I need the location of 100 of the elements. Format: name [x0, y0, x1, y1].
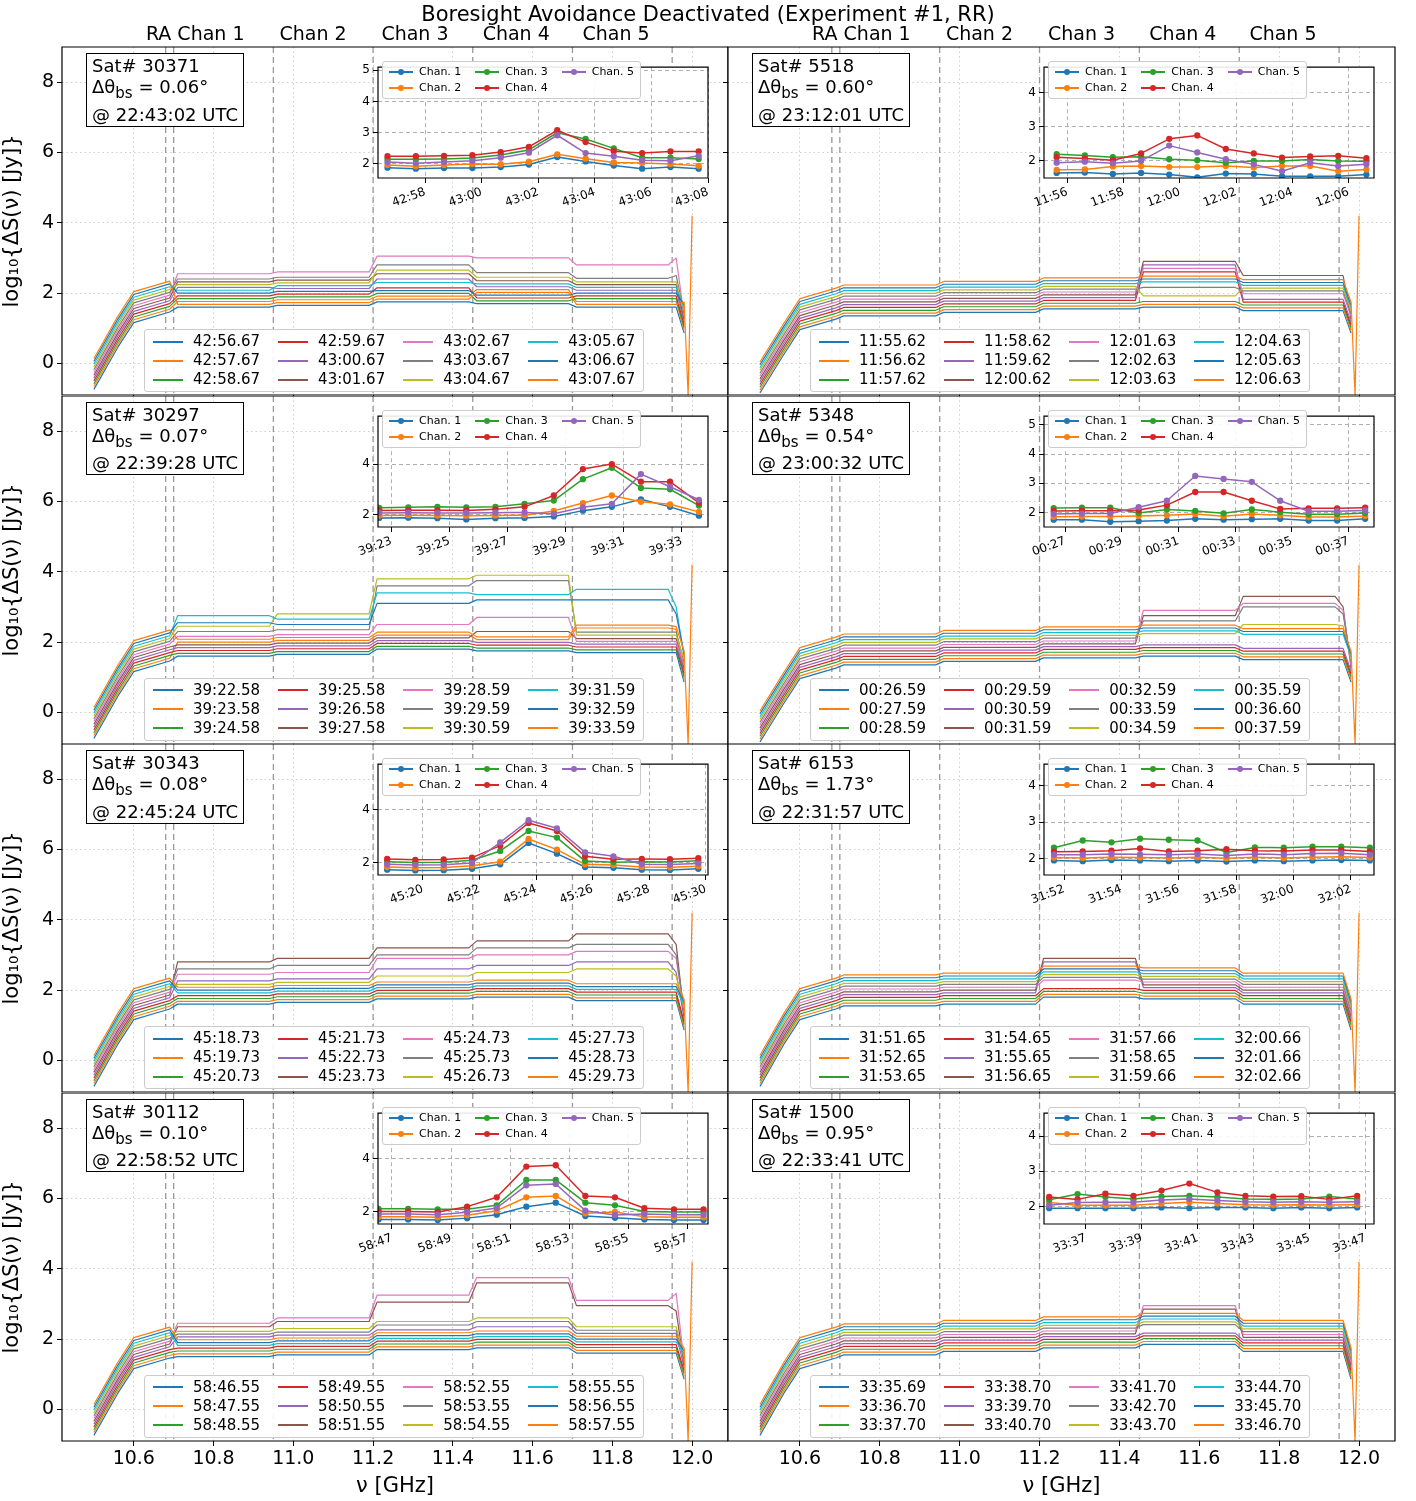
x-tick-label: 11.8	[591, 1445, 634, 1468]
legend-label: 33:37.70	[858, 1415, 927, 1435]
text: Chan 4	[1149, 22, 1217, 45]
text: Chan 3	[1047, 22, 1116, 45]
legend-label: 11:59.62	[983, 351, 1052, 370]
x-tick-label: 43:04	[559, 184, 598, 210]
y-tick-label: 8	[41, 766, 54, 789]
legend-label: 32:02.66	[1233, 1067, 1302, 1086]
legend-label: 42:56.67	[192, 332, 261, 351]
legend-label: 45:21.73	[317, 1029, 386, 1048]
legend-label: 33:38.70	[983, 1377, 1052, 1397]
legend-label: 43:05.67	[567, 332, 636, 351]
y-tick-label: 4	[41, 1255, 54, 1278]
legend-label: 58:46.55	[192, 1377, 261, 1397]
legend-label: 33:43.70	[1108, 1415, 1177, 1435]
x-tick-label: 11.0	[272, 1445, 315, 1468]
legend-label: 33:40.70	[983, 1415, 1052, 1435]
legend-label: Chan. 3	[1170, 761, 1214, 777]
y-axis-title: log₁₀{ΔS(ν) [Jy]}	[0, 482, 24, 657]
y-tick-label: 5	[1028, 416, 1036, 431]
legend-label: 33:45.70	[1233, 1396, 1302, 1416]
legend-label: 00:37.59	[1233, 718, 1302, 738]
legend-label: 39:22.58	[192, 680, 261, 700]
legend-label: 45:29.73	[567, 1067, 636, 1086]
legend-label: 43:02.67	[442, 332, 511, 351]
legend-label: Chan. 5	[590, 1109, 635, 1126]
legend-label: 33:42.70	[1108, 1396, 1177, 1416]
annotation: Δθ$_{bs}$ = 1.73°	[758, 773, 876, 801]
x-tick-label: 58:53	[533, 1229, 572, 1255]
legend-label: 58:50.55	[317, 1396, 386, 1416]
text: Chan 2	[279, 22, 347, 45]
y-tick-label: 3	[362, 124, 370, 139]
legend-label: 43:06.67	[567, 351, 636, 370]
legend-label: 58:47.55	[192, 1396, 261, 1416]
legend-label: Chan. 2	[1084, 1125, 1128, 1142]
text: RA Chan 1	[145, 22, 245, 45]
x-tick-label: 39:25	[414, 532, 452, 558]
x-tick-label: 00:29	[1086, 532, 1124, 558]
legend-label: Chan. 1	[1084, 412, 1128, 429]
legend-label: 43:03.67	[442, 351, 511, 370]
x-tick-label: 58:47	[356, 1229, 394, 1255]
legend-label: 31:59.66	[1108, 1067, 1177, 1086]
legend-label: Chan. 1	[418, 1109, 462, 1126]
legend-label: 31:58.65	[1108, 1048, 1177, 1067]
x-tick-label: 12:02	[1200, 184, 1239, 210]
y-tick-label: 8	[41, 417, 54, 440]
y-tick-label: 4	[41, 209, 54, 232]
legend-label: Chan. 3	[1170, 1109, 1214, 1126]
legend-label: 12:05.63	[1233, 351, 1302, 370]
legend-label: Chan. 1	[1084, 64, 1128, 80]
annotation: Sat# 30371	[92, 55, 201, 76]
legend-label: 39:31.59	[567, 680, 636, 700]
legend-label: Chan. 1	[418, 761, 462, 777]
y-tick-label: 6	[41, 836, 54, 859]
y-tick-label: 0	[41, 350, 54, 373]
text: Chan 3	[381, 22, 449, 45]
y-axis-title: log₁₀{ΔS(ν) [Jy]}	[0, 134, 24, 308]
y-tick-label: 2	[41, 280, 54, 302]
annotation: Δθ$_{bs}$ = 0.06°	[92, 76, 210, 104]
legend-label: Chan. 5	[590, 412, 635, 429]
legend-label: 33:46.70	[1233, 1415, 1302, 1435]
annotation: Sat# 30112	[92, 1100, 201, 1122]
legend-label: 00:35.59	[1233, 680, 1302, 700]
x-axis-title: ν [GHz]	[1022, 1472, 1101, 1497]
annotation: @ 22:39:28 UTC	[92, 452, 238, 474]
x-tick-label: 10.8	[192, 1445, 235, 1468]
legend-label: Chan. 2	[1084, 777, 1128, 793]
legend-label: 39:33.59	[567, 718, 636, 738]
x-tick-label: 33:47	[1330, 1229, 1368, 1255]
legend-label: Chan. 4	[1170, 80, 1214, 96]
x-tick-label: 33:41	[1162, 1229, 1200, 1255]
x-tick-label: 45:22	[444, 881, 482, 907]
legend-label: 12:02.63	[1108, 351, 1177, 370]
legend-label: Chan. 5	[1256, 412, 1301, 429]
legend-label: Chan. 4	[1170, 777, 1214, 793]
x-tick-label: 45:30	[670, 881, 709, 907]
legend-label: 39:23.58	[192, 699, 261, 719]
x-tick-label: 12.0	[1337, 1445, 1381, 1468]
text: Chan 5	[1249, 22, 1317, 45]
legend-label: 43:01.67	[317, 370, 386, 389]
annotation: Δθ$_{bs}$ = 0.54°	[758, 424, 876, 453]
y-tick-label: 2	[1028, 850, 1036, 865]
x-tick-label: 00:31	[1143, 532, 1181, 558]
legend-label: Chan. 1	[1084, 761, 1128, 777]
legend-label: 31:53.65	[858, 1067, 927, 1086]
legend-label: 58:53.55	[442, 1396, 511, 1416]
y-tick-label: 0	[41, 1395, 54, 1418]
legend-label: 45:20.73	[192, 1067, 261, 1086]
annotation: @ 22:58:52 UTC	[92, 1149, 238, 1171]
x-tick-label: 31:54	[1086, 881, 1124, 907]
legend-label: Chan. 3	[504, 64, 548, 80]
legend-label: Chan. 3	[504, 761, 548, 777]
y-tick-label: 8	[41, 69, 54, 92]
legend-label: Chan. 2	[418, 80, 462, 96]
legend-label: Chan. 2	[418, 777, 462, 793]
legend-label: 45:28.73	[567, 1048, 636, 1067]
x-tick-label: 00:27	[1030, 532, 1068, 558]
x-tick-label: 42:58	[389, 184, 428, 210]
y-tick-label: 6	[41, 487, 54, 510]
legend-label: 45:27.73	[567, 1029, 636, 1048]
